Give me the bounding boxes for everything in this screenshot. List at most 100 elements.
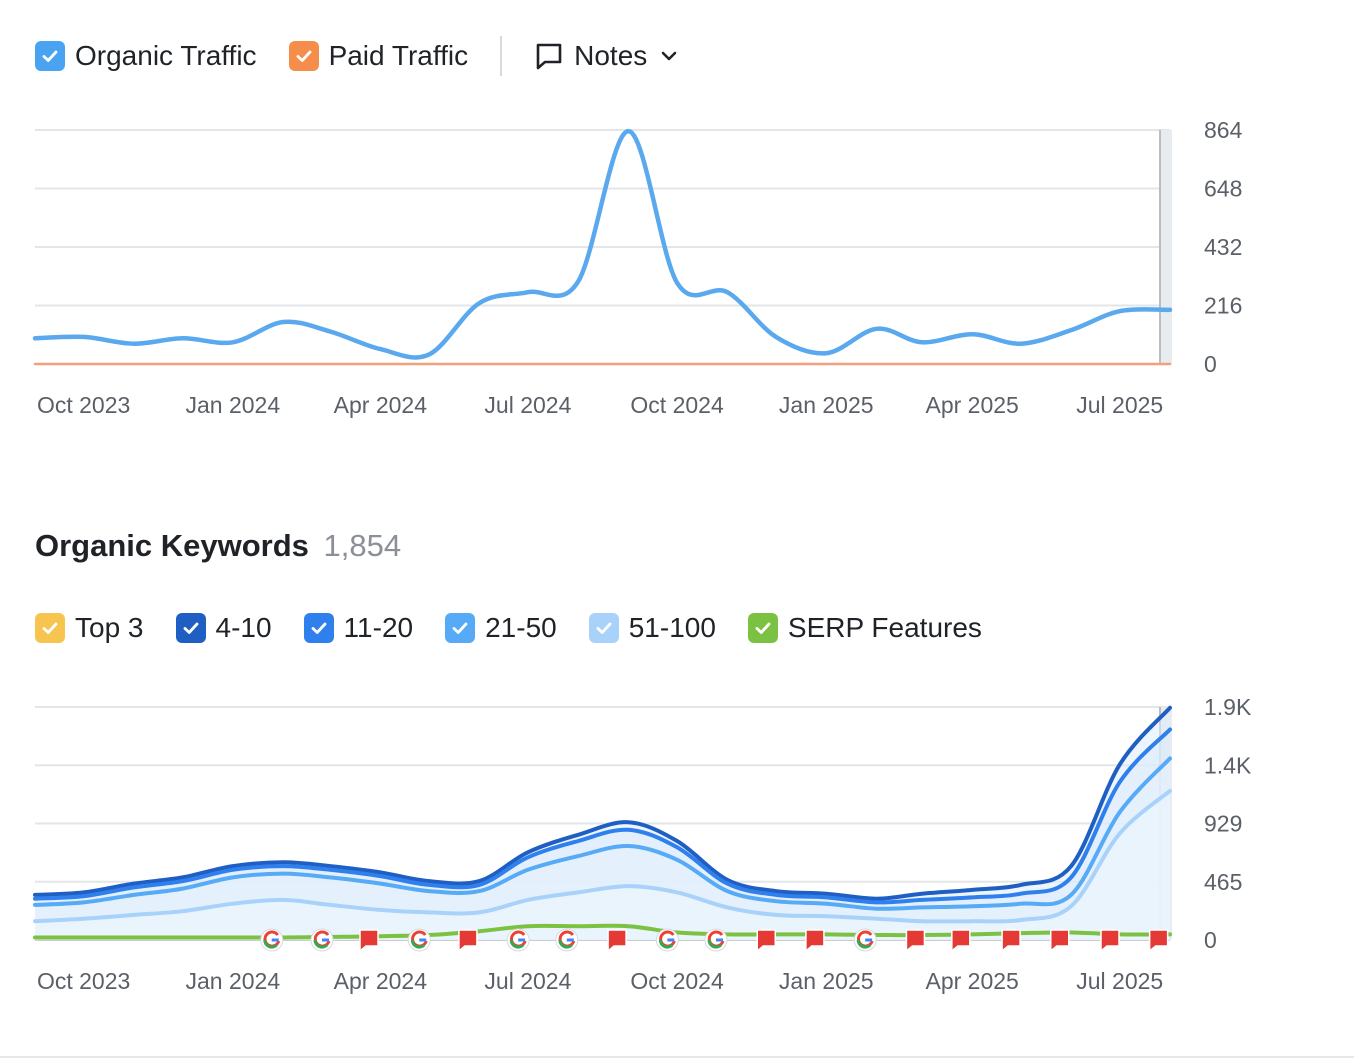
keywords-y-tick-label: 0 bbox=[1204, 927, 1217, 953]
checkmark-icon bbox=[596, 622, 612, 634]
series-line-11-20[interactable] bbox=[33, 727, 1172, 905]
google-update-icon[interactable] bbox=[407, 928, 431, 952]
paid-traffic-toggle[interactable]: Paid Traffic bbox=[288, 40, 469, 72]
organic-keywords-title: Organic Keywords bbox=[35, 528, 309, 563]
chevron-down-icon bbox=[661, 51, 677, 61]
series-line-organic-traffic[interactable] bbox=[32, 128, 1173, 360]
keywords-x-tick-label: Apr 2025 bbox=[926, 968, 1019, 994]
keywords-x-tick-label: Jan 2025 bbox=[779, 968, 874, 994]
traffic-x-tick-label: Oct 2023 bbox=[37, 392, 130, 418]
legend-label: 11-20 bbox=[343, 612, 414, 643]
legend-label: 51-100 bbox=[628, 612, 716, 643]
note-flag-icon[interactable] bbox=[359, 929, 379, 952]
checkmark-icon bbox=[755, 622, 771, 634]
keywords-x-tick-label: Oct 2023 bbox=[37, 968, 130, 994]
paid-traffic-label: Paid Traffic bbox=[328, 40, 469, 71]
organic-traffic-toggle[interactable]: Organic Traffic bbox=[35, 40, 257, 72]
traffic-y-tick-label: 864 bbox=[1204, 117, 1243, 143]
legend-label: 4-10 bbox=[215, 612, 272, 643]
organic-traffic-chart[interactable]: 864 648 432 216 0 Oct 2023 Jan 2024 Apr 2024 Jul… bbox=[0, 0, 1354, 440]
google-update-icon[interactable] bbox=[506, 928, 530, 952]
series-line-serp-features[interactable] bbox=[33, 923, 1172, 940]
traffic-x-tick-label: Apr 2024 bbox=[334, 392, 428, 418]
notes-label: Notes bbox=[574, 40, 648, 71]
traffic-legend: Organic Traffic Paid Traffic Notes bbox=[35, 36, 679, 76]
keywords-x-tick-label: Apr 2024 bbox=[334, 968, 428, 994]
keywords-y-tick-label: 465 bbox=[1204, 869, 1242, 895]
checkmark-icon bbox=[311, 622, 326, 634]
keywords-x-tick-label: Jan 2024 bbox=[185, 968, 280, 994]
organic-keywords-count: 1,854 bbox=[323, 528, 402, 563]
series-line-4-10[interactable] bbox=[33, 705, 1172, 901]
legend-checkbox[interactable] bbox=[588, 613, 619, 643]
checkmark-icon bbox=[42, 50, 58, 62]
legend-divider bbox=[500, 36, 503, 76]
legend-checkbox[interactable] bbox=[747, 613, 778, 643]
comment-icon bbox=[536, 43, 562, 70]
traffic-x-tick-label: Oct 2024 bbox=[630, 392, 724, 418]
legend-item-top-3[interactable]: Top 3 bbox=[35, 612, 144, 644]
checkmark-icon bbox=[452, 622, 468, 634]
series-line-51-100[interactable] bbox=[33, 788, 1172, 924]
organic-keywords-chart[interactable]: 1.9K 1.4K 929 465 0 Oct 2023 Jan 2024 Apr 2024 J… bbox=[0, 660, 1354, 1060]
legend-checkbox[interactable] bbox=[175, 613, 206, 643]
google-update-icon[interactable] bbox=[655, 928, 679, 952]
traffic-x-tick-label: Jan 2024 bbox=[185, 392, 280, 418]
legend-item-21-50[interactable]: 21-50 bbox=[445, 612, 557, 644]
keywords-x-tick-label: Jul 2024 bbox=[484, 968, 571, 994]
organic-traffic-checkbox[interactable] bbox=[35, 41, 65, 71]
bottom-divider bbox=[0, 1056, 1354, 1058]
keywords-y-tick-label: 929 bbox=[1204, 811, 1242, 837]
legend-label: 21-50 bbox=[485, 612, 557, 643]
checkmark-icon bbox=[183, 622, 198, 634]
traffic-x-tick-label: Jan 2025 bbox=[779, 392, 874, 418]
series-line-21-50[interactable] bbox=[33, 756, 1172, 911]
traffic-x-tick-label: Jul 2025 bbox=[1076, 392, 1163, 418]
organic-traffic-label: Organic Traffic bbox=[75, 40, 257, 71]
traffic-y-tick-label: 648 bbox=[1204, 176, 1242, 202]
note-flag-icon[interactable] bbox=[805, 929, 825, 952]
legend-item-4-10[interactable]: 4-10 bbox=[175, 612, 272, 644]
keywords-x-tick-label: Oct 2024 bbox=[630, 968, 724, 994]
keywords-y-tick-label: 1.9K bbox=[1204, 694, 1252, 720]
note-flag-icon[interactable] bbox=[1100, 929, 1120, 952]
legend-item-51-100[interactable]: 51-100 bbox=[588, 612, 716, 644]
note-flag-icon[interactable] bbox=[756, 929, 777, 952]
paid-traffic-checkbox[interactable] bbox=[288, 41, 319, 71]
keywords-x-tick-label: Jul 2025 bbox=[1076, 968, 1163, 994]
checkmark-icon bbox=[296, 50, 311, 62]
series-area-21-50 bbox=[35, 758, 1170, 940]
note-flag-icon[interactable] bbox=[905, 929, 926, 952]
traffic-x-tick-label: Jul 2024 bbox=[484, 392, 571, 418]
google-update-icon[interactable] bbox=[704, 928, 728, 952]
google-update-icon[interactable] bbox=[555, 928, 579, 952]
note-flag-icon[interactable] bbox=[1049, 929, 1070, 952]
notes-dropdown[interactable]: Notes bbox=[534, 40, 679, 72]
series-area-51-100 bbox=[35, 790, 1170, 940]
note-flag-icon[interactable] bbox=[951, 929, 971, 952]
google-update-icon[interactable] bbox=[260, 928, 284, 952]
legend-checkbox[interactable] bbox=[35, 613, 65, 643]
traffic-y-tick-label: 216 bbox=[1204, 293, 1242, 319]
note-flag-icon[interactable] bbox=[607, 929, 627, 952]
legend-checkbox[interactable] bbox=[303, 613, 334, 643]
legend-item-serp-features[interactable]: SERP Features bbox=[747, 612, 982, 644]
checkmark-icon bbox=[42, 622, 58, 634]
traffic-y-tick-label: 432 bbox=[1204, 234, 1242, 260]
traffic-edge-band bbox=[1160, 130, 1172, 364]
legend-label: Top 3 bbox=[75, 612, 144, 643]
traffic-x-tick-label: Apr 2025 bbox=[926, 392, 1019, 418]
keywords-y-tick-label: 1.4K bbox=[1204, 752, 1252, 778]
traffic-y-tick-label: 0 bbox=[1204, 351, 1217, 377]
legend-checkbox[interactable] bbox=[445, 613, 476, 643]
keywords-legend: Top 3 4-10 11-20 21-50 51-100 SERP Features bbox=[35, 612, 1014, 644]
note-flag-icon[interactable] bbox=[458, 929, 478, 952]
note-flag-icon[interactable] bbox=[1148, 929, 1169, 952]
traffic-gridlines bbox=[35, 129, 1170, 365]
organic-keywords-heading: Organic Keywords 1,854 bbox=[35, 528, 401, 564]
legend-item-11-20[interactable]: 11-20 bbox=[303, 612, 414, 644]
google-update-icon[interactable] bbox=[853, 928, 877, 952]
note-flag-icon[interactable] bbox=[1001, 929, 1021, 952]
legend-label: SERP Features bbox=[787, 612, 982, 643]
google-update-icon[interactable] bbox=[310, 928, 334, 952]
